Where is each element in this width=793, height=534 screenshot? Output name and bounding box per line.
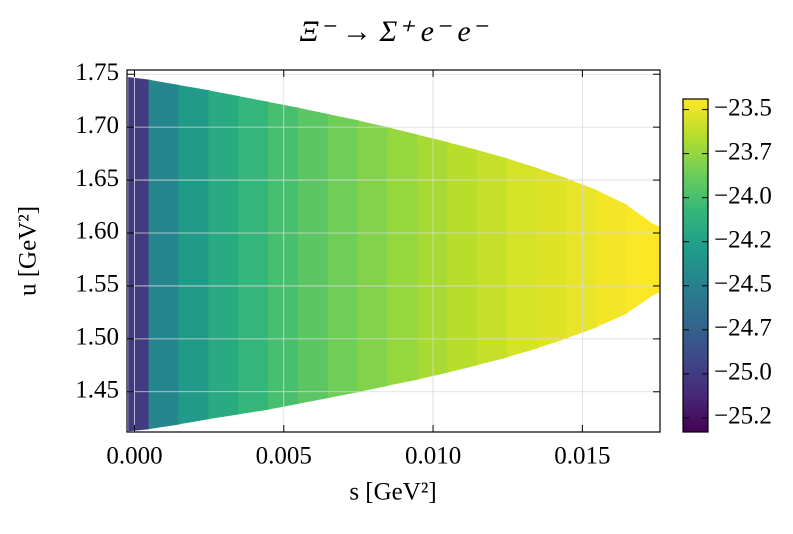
plot-area	[128, 77, 660, 432]
x-tick-label: 0.000	[106, 443, 162, 470]
x-tick-label: 0.015	[554, 443, 610, 470]
density-strip	[596, 190, 628, 328]
density-strip	[536, 168, 569, 349]
y-tick-label: 1.65	[75, 165, 119, 192]
density-strip	[148, 79, 181, 430]
density-strip	[128, 77, 151, 432]
colorbar-tick-label: −24.7	[714, 315, 772, 342]
plot-frame	[126, 69, 661, 433]
density-strip	[447, 142, 479, 373]
colorbar-tick-label: −25.0	[714, 359, 772, 386]
density-strip	[297, 107, 330, 404]
density-strip	[477, 150, 509, 366]
colorbar	[682, 98, 709, 433]
density-strip	[178, 84, 210, 425]
colorbar-tick-label: −23.7	[714, 138, 772, 165]
colorbar-tick-label: −23.5	[714, 94, 772, 121]
colorbar-tick-label: −24.5	[714, 270, 772, 297]
density-strip	[387, 127, 419, 386]
y-tick-label: 1.45	[75, 377, 119, 404]
x-tick-label: 0.010	[405, 443, 461, 470]
colorbar-tick-label: −24.2	[714, 226, 772, 253]
colorbar-tick-label: −25.2	[714, 403, 772, 430]
y-tick-label: 1.50	[75, 324, 119, 351]
density-strip	[208, 90, 240, 420]
y-tick-label: 1.60	[75, 218, 119, 245]
density-strip	[506, 158, 539, 358]
y-axis-label: u [GeV²]	[15, 206, 42, 296]
density-strip	[238, 96, 270, 415]
y-tick-label: 1.75	[75, 59, 119, 86]
density-strip	[357, 120, 390, 393]
x-tick-label: 0.005	[256, 443, 312, 470]
x-axis-label: s [GeV²]	[349, 479, 436, 506]
chart-title: Ξ⁻ → Σ⁺ e⁻ e⁻	[300, 15, 489, 48]
density-strip	[626, 204, 651, 314]
y-tick-label: 1.55	[75, 271, 119, 298]
y-tick-label: 1.70	[75, 112, 119, 139]
density-strip	[327, 114, 360, 398]
colorbar-tick-label: −24.0	[714, 182, 772, 209]
